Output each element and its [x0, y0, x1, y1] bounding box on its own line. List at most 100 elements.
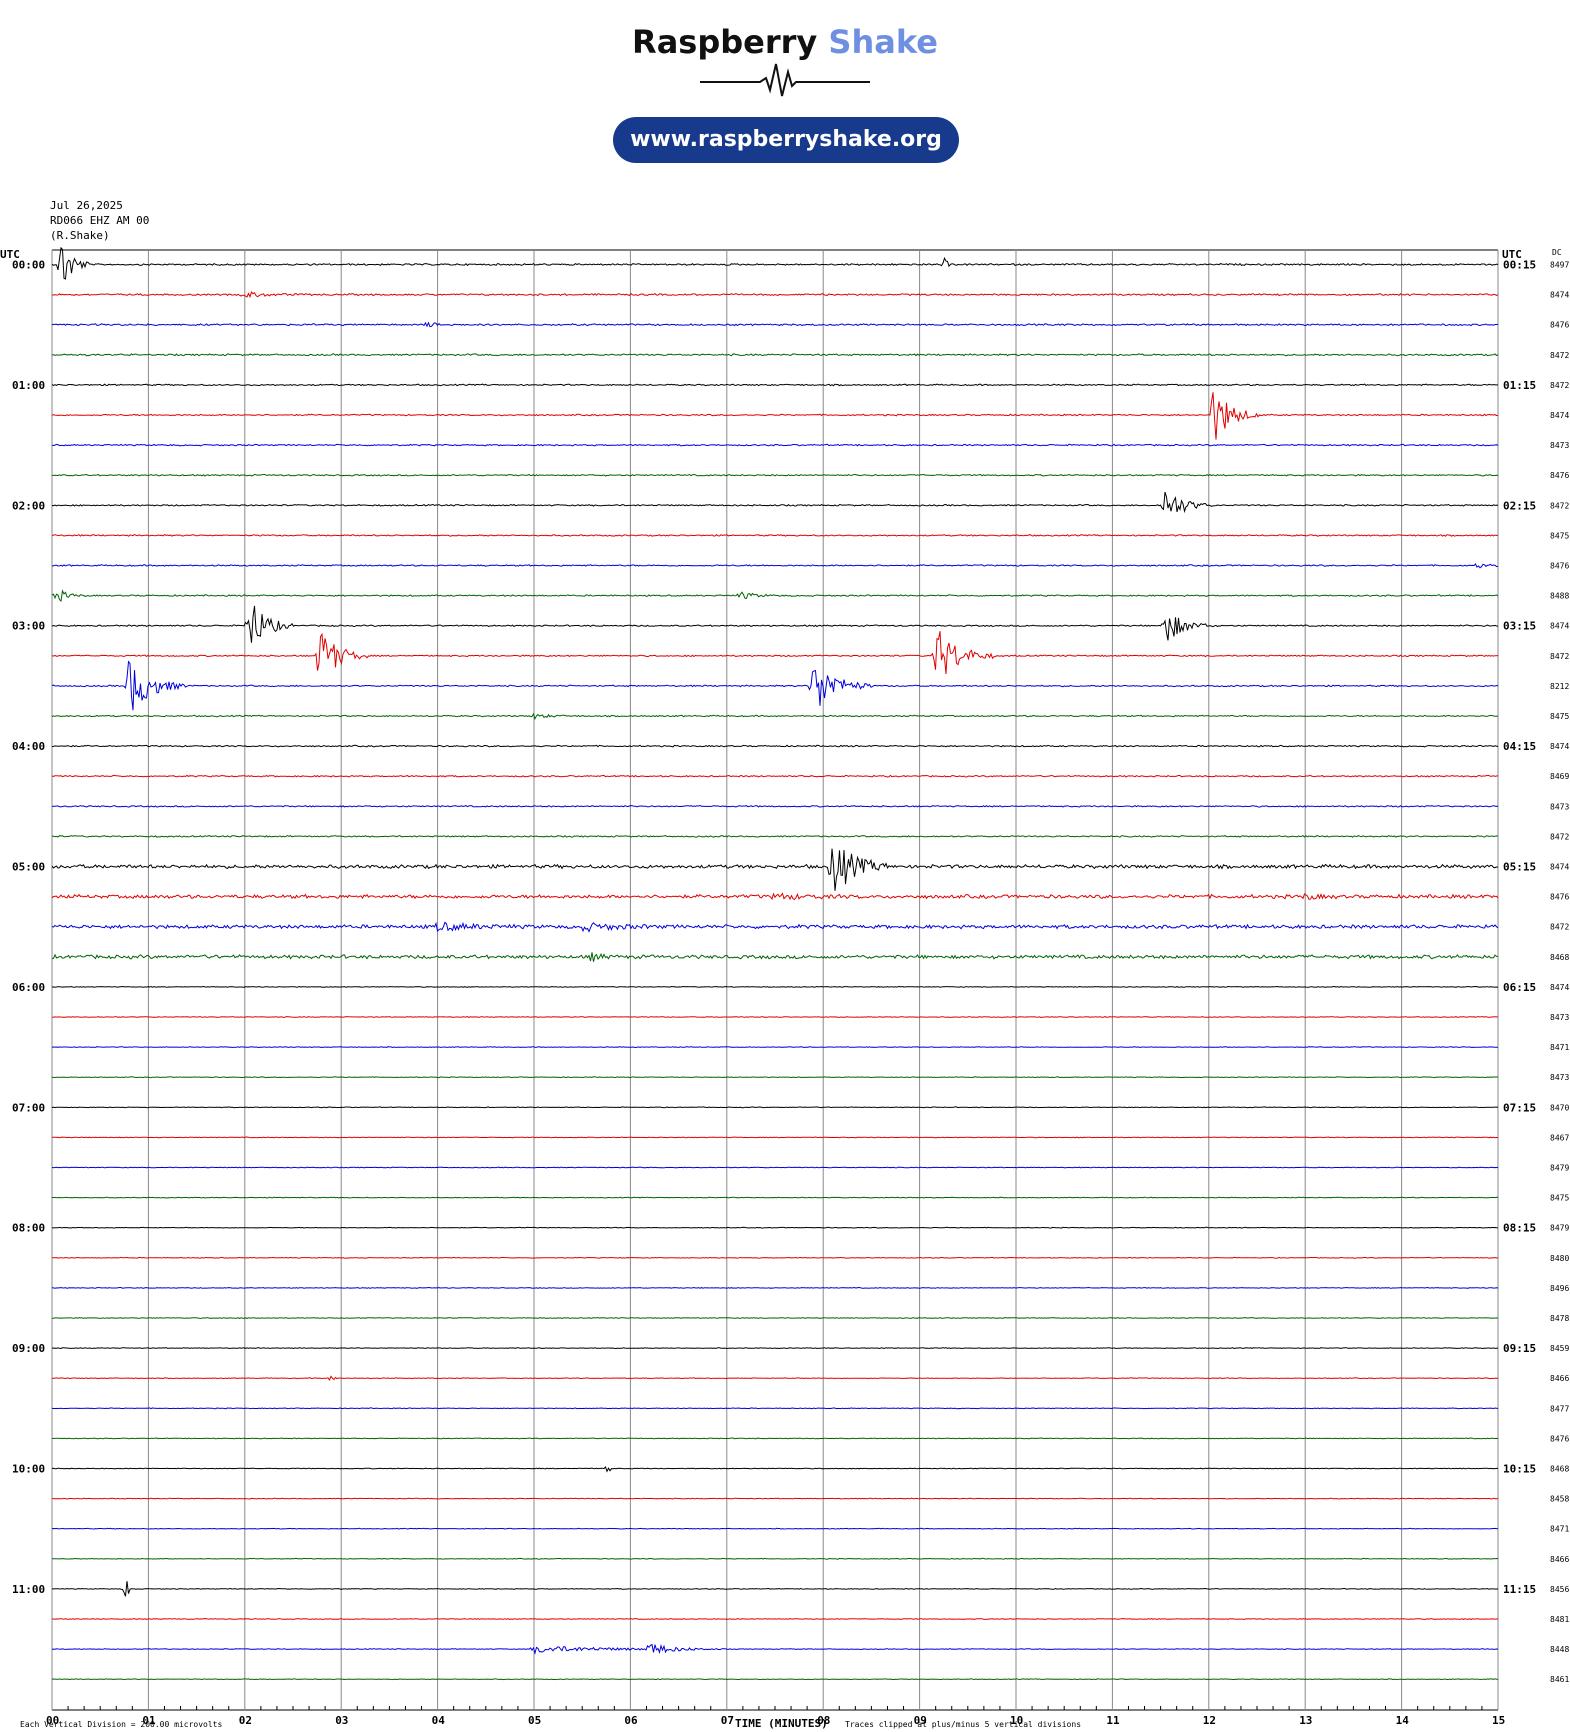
x-tick-label: 02 [239, 1714, 252, 1727]
right-hour-label: 08:15 [1503, 1222, 1536, 1235]
trace-row [51, 1046, 1499, 1049]
left-hour-label: 04:00 [12, 740, 45, 753]
dc-offset-label: 8474 [1550, 622, 1569, 631]
dc-offset-label: 8459 [1550, 1344, 1569, 1353]
trace-row [51, 383, 1499, 387]
trace-row [51, 290, 1499, 299]
right-hour-label: 04:15 [1503, 740, 1536, 753]
left-hour-label: 08:00 [12, 1222, 45, 1235]
right-hour-label: 00:15 [1503, 259, 1536, 272]
dc-offset-label: 8474 [1550, 742, 1569, 751]
trace-row [51, 921, 1499, 933]
right-hour-label: 10:15 [1503, 1463, 1536, 1476]
left-hour-label: 02:00 [12, 499, 45, 512]
trace-row [51, 1166, 1499, 1169]
header-station: RD066 EHZ AM 00 [50, 214, 150, 227]
dc-offset-label: 8476 [1550, 562, 1569, 571]
right-hour-label: 02:15 [1503, 499, 1536, 512]
dc-offset-label: 8488 [1550, 592, 1569, 601]
left-hour-label: 03:00 [12, 620, 45, 633]
left-hour-label: 11:00 [12, 1583, 45, 1596]
x-tick-label: 09 [914, 1714, 927, 1727]
left-hour-label: 10:00 [12, 1463, 45, 1476]
dc-offset-label: 8476 [1550, 321, 1569, 330]
trace-row [51, 1407, 1499, 1410]
trace-row [51, 1136, 1498, 1139]
website-link[interactable]: www.raspberryshake.org [613, 117, 959, 163]
dc-offset-label: 8468 [1550, 1465, 1569, 1474]
right-hour-label: 09:15 [1503, 1342, 1536, 1355]
dc-offset-label: 8479 [1550, 1164, 1569, 1173]
dc-offset-label: 8472 [1550, 832, 1569, 841]
dc-offset-label: 8475 [1550, 531, 1569, 540]
dc-offset-label: 8496 [1550, 1284, 1569, 1293]
left-hour-label: 07:00 [12, 1101, 45, 1114]
dc-offset-label: 8474 [1550, 983, 1569, 992]
x-tick-label: 07 [721, 1714, 734, 1727]
x-tick-label: 13 [1299, 1714, 1312, 1727]
x-tick-label: 01 [142, 1714, 156, 1727]
dc-offset-label: 8474 [1550, 411, 1569, 420]
trace-row [51, 1643, 1499, 1655]
trace-row [51, 1016, 1499, 1018]
right-hour-label: 03:15 [1503, 620, 1536, 633]
header-date: Jul 26,2025 [50, 199, 123, 212]
brand-name-dark: Raspberry [632, 23, 818, 61]
trace-row [51, 1375, 1499, 1382]
dc-offset-label: 8473 [1550, 1073, 1569, 1082]
trace-row [51, 1437, 1499, 1440]
dc-offset-label: 8473 [1550, 802, 1569, 811]
dc-offset-label: 8497 [1550, 261, 1569, 270]
footer-note-left: Each Vertical Division = 200.00 microvol… [20, 1720, 222, 1729]
trace-row [51, 1106, 1499, 1109]
dc-offset-label: 8476 [1550, 893, 1569, 902]
trace-row [51, 985, 1499, 988]
x-tick-label: 11 [1106, 1714, 1120, 1727]
x-tick-label: 00 [46, 1714, 59, 1727]
dc-offset-label: 8474 [1550, 863, 1569, 872]
trace-row [51, 892, 1499, 901]
trace-row [51, 443, 1499, 447]
brand-name-light: Shake [828, 23, 938, 61]
dc-offset-label: 8472 [1550, 381, 1569, 390]
x-tick-label: 15 [1492, 1714, 1505, 1727]
dc-offset-label: 8476 [1550, 471, 1569, 480]
dc-offset-label: 8472 [1550, 501, 1569, 510]
trace-row [51, 1347, 1499, 1350]
trace-row [51, 1581, 1499, 1597]
header-network: (R.Shake) [50, 229, 110, 242]
right-hour-label: 05:15 [1503, 861, 1536, 874]
dc-title: DC [1552, 248, 1562, 257]
left-hour-label: 01:00 [12, 379, 45, 392]
dc-offset-label: 8474 [1550, 291, 1569, 300]
dc-offset-label: 8468 [1550, 953, 1569, 962]
dc-offset-label: 8212 [1550, 682, 1569, 691]
dc-offset-label: 8471 [1550, 1525, 1569, 1534]
x-axis-title: TIME (MINUTES) [735, 1717, 828, 1730]
dc-offset-label: 8478 [1550, 1314, 1569, 1323]
trace-row [51, 744, 1499, 748]
dc-offset-label: 8470 [1550, 1103, 1569, 1112]
axis-labels: 00 01 02 03 04 05 06 07 08 09 10 11 12 13 14 15 8497 00:0… [12, 259, 1569, 1728]
trace-row [51, 473, 1499, 477]
x-tick-label: 06 [624, 1714, 638, 1727]
dc-offset-label: 8477 [1550, 1404, 1569, 1413]
trace-row [51, 246, 1499, 280]
trace-row [51, 1286, 1499, 1289]
minute-grid [51, 249, 1499, 1711]
left-axis-title: UTC [0, 248, 20, 261]
dc-offset-label: 8479 [1550, 1224, 1569, 1233]
x-tick-label: 04 [432, 1714, 446, 1727]
dc-offset-label: 8473 [1550, 1013, 1569, 1022]
dc-offset-label: 8466 [1550, 1374, 1569, 1383]
trace-row [51, 1527, 1499, 1530]
right-axis-title: UTC [1502, 248, 1522, 261]
right-hour-label: 07:15 [1503, 1101, 1536, 1114]
x-tick-label: 12 [1203, 1714, 1216, 1727]
seismic-traces [51, 246, 1499, 1681]
trace-row [51, 1466, 1499, 1473]
left-hour-label: 05:00 [12, 861, 45, 874]
right-hour-label: 06:15 [1503, 981, 1536, 994]
trace-row [51, 1497, 1499, 1500]
